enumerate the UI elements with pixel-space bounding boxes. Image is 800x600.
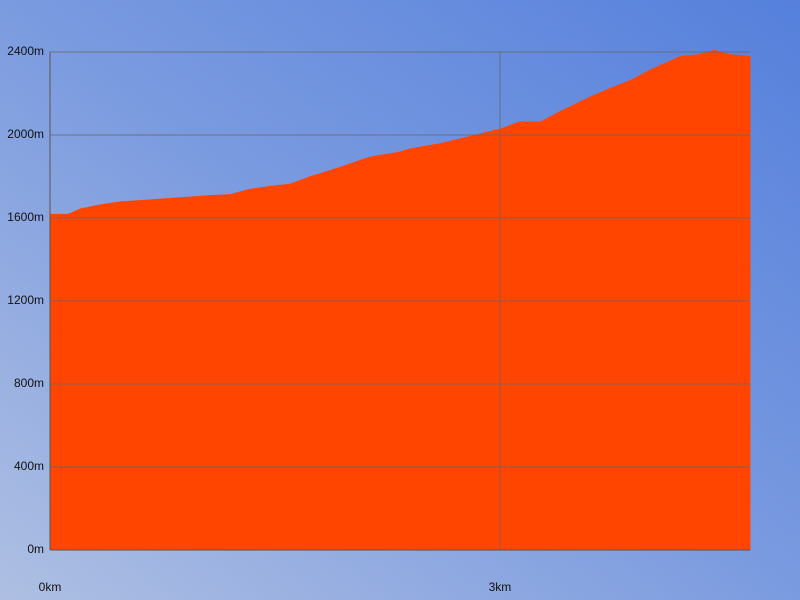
plot-area: 0m 400m 800m 1200m 1600m 2000m 2400m 0km 3km [7,44,751,594]
y-tick-label: 1600m [7,210,44,224]
x-tick-label: 0km [39,580,62,594]
y-tick-label: 400m [14,459,44,473]
y-tick-label: 1200m [7,293,44,307]
x-tick-label: 3km [489,580,512,594]
y-tick-label: 0m [27,542,44,556]
y-tick-label: 2000m [7,127,44,141]
y-tick-label: 2400m [7,44,44,58]
y-tick-label: 800m [14,376,44,390]
elevation-area [50,49,751,551]
